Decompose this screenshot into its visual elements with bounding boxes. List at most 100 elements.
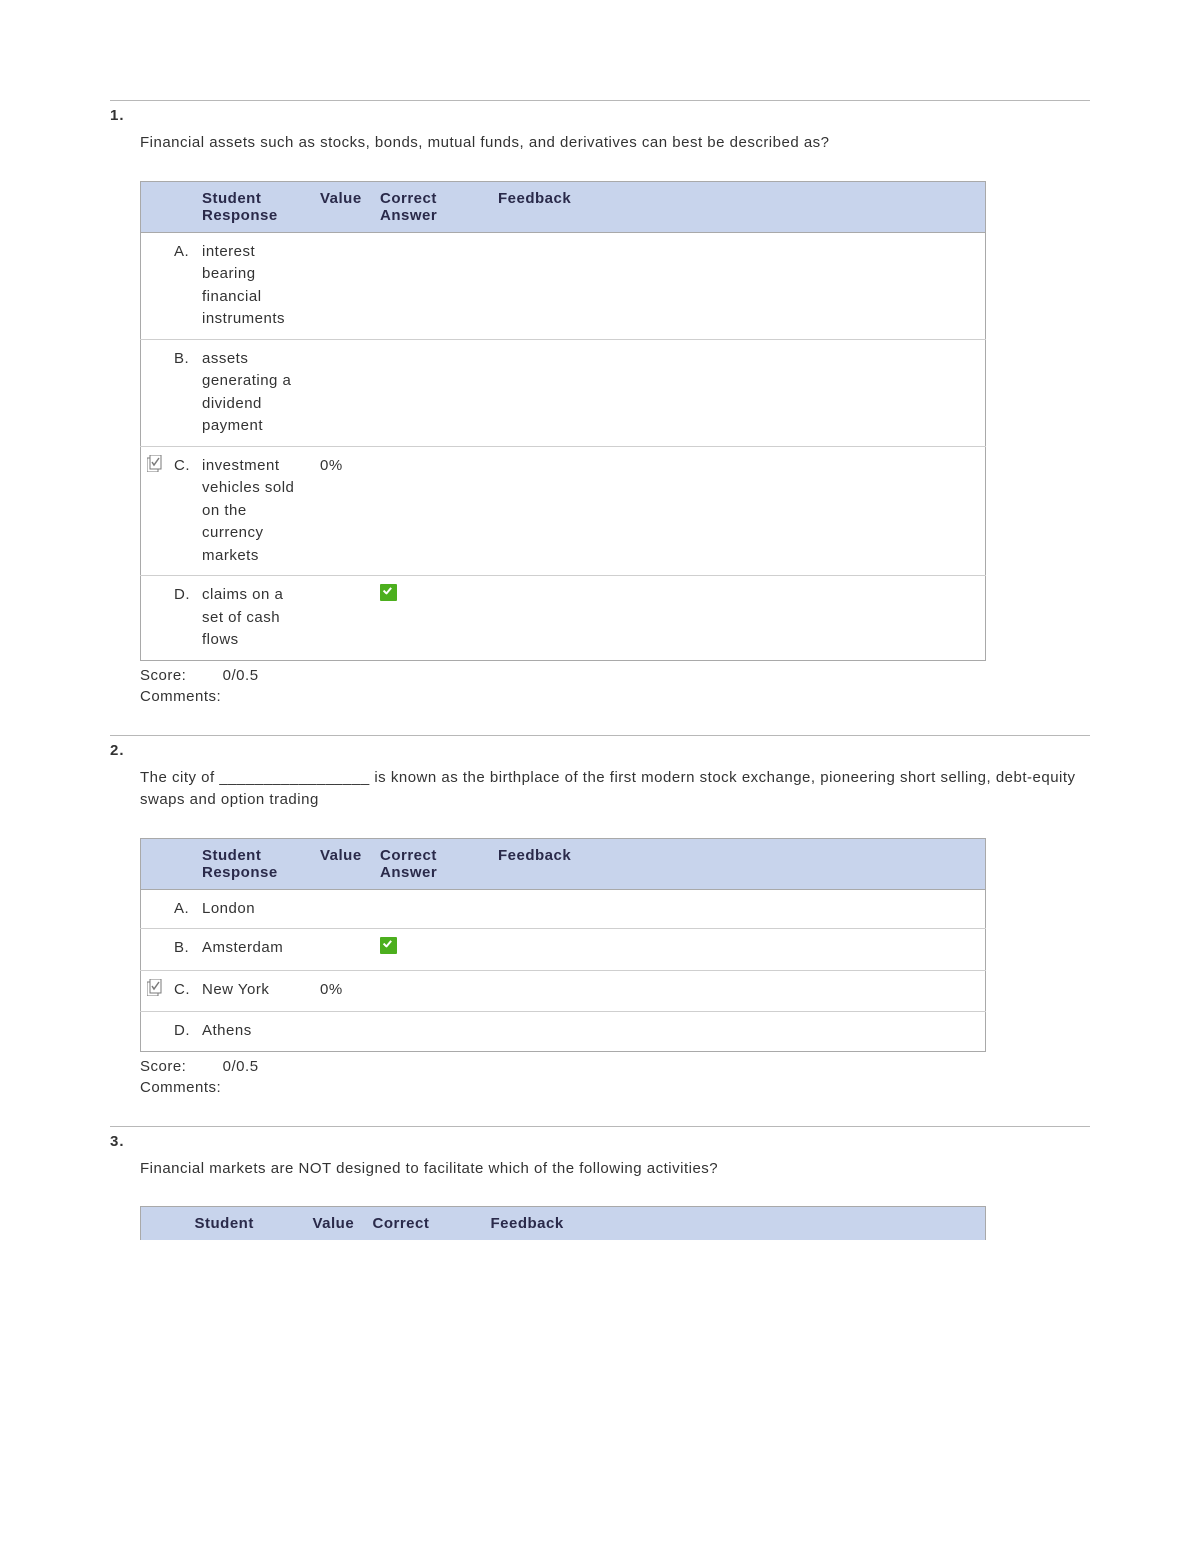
divider xyxy=(110,1126,1090,1127)
student-selected-icon xyxy=(147,455,162,472)
option-feedback xyxy=(492,232,986,339)
option-feedback xyxy=(492,576,986,661)
option-letter: B. xyxy=(168,339,196,446)
option-letter: D. xyxy=(168,1012,196,1052)
col-letter-header xyxy=(161,1207,189,1241)
option-response: New York xyxy=(196,970,314,1012)
col-value-header: Value xyxy=(314,838,374,889)
check-icon xyxy=(380,584,397,601)
option-letter: D. xyxy=(168,576,196,661)
option-correct xyxy=(374,929,492,971)
page: 1. Financial assets such as stocks, bond… xyxy=(0,0,1200,1280)
col-mark-header xyxy=(141,181,169,232)
option-correct xyxy=(374,970,492,1012)
divider xyxy=(110,100,1090,101)
student-selected-icon xyxy=(147,979,162,996)
comments-label: Comments: xyxy=(140,688,221,705)
col-response-header: Student Response xyxy=(196,181,314,232)
option-value: 0% xyxy=(314,446,374,576)
answer-table: Student Response Value Correct Answer Fe… xyxy=(140,838,986,1052)
answer-row: D. Athens xyxy=(141,1012,986,1052)
option-value xyxy=(314,576,374,661)
selected-mark-cell xyxy=(141,889,169,929)
option-value xyxy=(314,889,374,929)
option-letter: A. xyxy=(168,232,196,339)
option-letter: C. xyxy=(168,446,196,576)
col-correct-header: Correct Answer xyxy=(374,181,492,232)
selected-mark-cell xyxy=(141,929,169,971)
answer-row: A. London xyxy=(141,889,986,929)
option-letter: A. xyxy=(168,889,196,929)
answer-row: D. claims on a set of cash flows xyxy=(141,576,986,661)
option-value xyxy=(314,929,374,971)
selected-mark-cell xyxy=(141,970,169,1012)
score-label: Score: xyxy=(140,667,218,684)
question-number: 1. xyxy=(110,107,1090,124)
col-feedback-header: Feedback xyxy=(485,1207,986,1241)
question-text: The city of _________________ is known a… xyxy=(140,767,1090,812)
col-feedback-header: Feedback xyxy=(492,838,986,889)
col-feedback-header: Feedback xyxy=(492,181,986,232)
comments-line: Comments: xyxy=(140,1079,1090,1096)
score-line: Score: 0/0.5 xyxy=(140,1058,1090,1075)
option-value: 0% xyxy=(314,970,374,1012)
question-block: 2. The city of _________________ is know… xyxy=(110,742,1090,1096)
option-correct xyxy=(374,232,492,339)
answer-row: A. interest bearing financial instrument… xyxy=(141,232,986,339)
answer-row: B. Amsterdam xyxy=(141,929,986,971)
col-correct-header: Correct xyxy=(367,1207,485,1241)
score-value: 0/0.5 xyxy=(223,667,259,684)
option-response: interest bearing financial instruments xyxy=(196,232,314,339)
option-response: investment vehicles sold on the currency… xyxy=(196,446,314,576)
option-letter: C. xyxy=(168,970,196,1012)
option-response: Athens xyxy=(196,1012,314,1052)
col-letter-header xyxy=(168,181,196,232)
option-value xyxy=(314,232,374,339)
option-feedback xyxy=(492,889,986,929)
selected-mark-cell xyxy=(141,1012,169,1052)
col-value-header: Value xyxy=(314,181,374,232)
col-mark-header xyxy=(141,1207,161,1241)
option-response: Amsterdam xyxy=(196,929,314,971)
selected-mark-cell xyxy=(141,446,169,576)
option-correct xyxy=(374,576,492,661)
answer-row: B. assets generating a dividend payment xyxy=(141,339,986,446)
option-feedback xyxy=(492,1012,986,1052)
score-line: Score: 0/0.5 xyxy=(140,667,1090,684)
option-correct xyxy=(374,889,492,929)
answer-row: C. investment vehicles sold on the curre… xyxy=(141,446,986,576)
option-correct xyxy=(374,339,492,446)
question-number: 3. xyxy=(110,1133,1090,1150)
option-response: claims on a set of cash flows xyxy=(196,576,314,661)
question-text: Financial markets are NOT designed to fa… xyxy=(140,1158,1090,1181)
divider xyxy=(110,735,1090,736)
option-response: London xyxy=(196,889,314,929)
col-letter-header xyxy=(168,838,196,889)
option-value xyxy=(314,339,374,446)
question-block: 1. Financial assets such as stocks, bond… xyxy=(110,107,1090,705)
comments-label: Comments: xyxy=(140,1079,221,1096)
col-response-header: Student Response xyxy=(196,838,314,889)
option-correct xyxy=(374,1012,492,1052)
col-value-header: Value xyxy=(307,1207,367,1241)
comments-line: Comments: xyxy=(140,688,1090,705)
answer-table: Student Response Value Correct Answer Fe… xyxy=(140,181,986,661)
option-correct xyxy=(374,446,492,576)
question-number: 2. xyxy=(110,742,1090,759)
option-feedback xyxy=(492,446,986,576)
option-value xyxy=(314,1012,374,1052)
selected-mark-cell xyxy=(141,339,169,446)
selected-mark-cell xyxy=(141,232,169,339)
question-text: Financial assets such as stocks, bonds, … xyxy=(140,132,1090,155)
col-response-header: Student xyxy=(189,1207,307,1241)
question-block: 3. Financial markets are NOT designed to… xyxy=(110,1133,1090,1241)
option-feedback xyxy=(492,929,986,971)
selected-mark-cell xyxy=(141,576,169,661)
col-correct-header: Correct Answer xyxy=(374,838,492,889)
option-response: assets generating a dividend payment xyxy=(196,339,314,446)
col-mark-header xyxy=(141,838,169,889)
score-value: 0/0.5 xyxy=(223,1058,259,1075)
answer-row: C. New York 0% xyxy=(141,970,986,1012)
answer-table: Student Value Correct Feedback xyxy=(140,1206,986,1240)
option-feedback xyxy=(492,339,986,446)
